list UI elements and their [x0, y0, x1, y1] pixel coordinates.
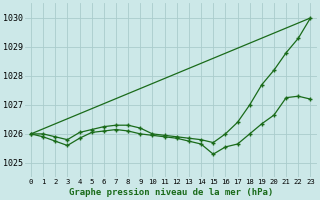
- X-axis label: Graphe pression niveau de la mer (hPa): Graphe pression niveau de la mer (hPa): [68, 188, 273, 197]
